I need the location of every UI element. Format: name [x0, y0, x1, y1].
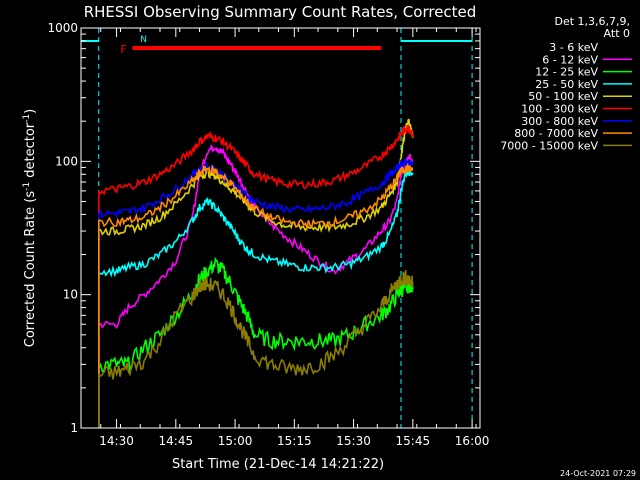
- legend-label-1: 3 - 6 keV: [549, 41, 598, 54]
- flare-flag-label: F: [120, 43, 126, 56]
- x-tick-label: 14:45: [159, 434, 194, 448]
- series-line-6: [98, 124, 414, 428]
- legend-label-7: 300 - 800 keV: [521, 115, 598, 128]
- y-tick-label: 1: [70, 421, 78, 435]
- legend-header-line-2: Att 0: [604, 27, 630, 40]
- legend-header-line-1: Det 1,3,6,7,9,: [554, 15, 630, 28]
- series-line-7: [98, 157, 414, 428]
- plot-frame: [80, 27, 481, 429]
- x-tick-label: 16:00: [455, 434, 490, 448]
- chart-title: RHESSI Observing Summary Count Rates, Co…: [84, 3, 477, 21]
- x-tick-label: 15:00: [218, 434, 253, 448]
- legend-label-6: 100 - 300 keV: [521, 103, 598, 116]
- legend-label-2: 6 - 12 keV: [542, 53, 598, 66]
- y-axis-label: Corrected Count Rate (s-1 detector-1): [22, 109, 38, 347]
- y-tick-label: 1000: [47, 21, 78, 35]
- x-tick-label: 15:30: [336, 434, 371, 448]
- series-line-3: [98, 256, 414, 428]
- x-axis-label: Start Time (21-Dec-14 14:21:22): [172, 457, 384, 472]
- x-tick-label: 14:30: [99, 434, 134, 448]
- x-tick-label: 15:45: [396, 434, 431, 448]
- legend-label-4: 25 - 50 keV: [535, 78, 598, 91]
- legend-label-9: 7000 - 15000 keV: [500, 139, 598, 152]
- x-tick-label: 15:15: [277, 434, 312, 448]
- y-tick-label: 10: [63, 288, 78, 302]
- footer-date-stamp: 24-Oct-2021 07:29: [560, 469, 636, 478]
- legend-label-8: 800 - 7000 keV: [514, 127, 598, 140]
- series-line-9: [98, 270, 414, 428]
- series-line-8: [98, 162, 414, 428]
- series-line-4: [98, 167, 414, 428]
- legend-label-3: 12 - 25 keV: [535, 66, 598, 79]
- night-flag-label: N: [140, 35, 147, 45]
- y-tick-label: 100: [55, 154, 78, 168]
- legend-label-5: 50 - 100 keV: [528, 90, 598, 103]
